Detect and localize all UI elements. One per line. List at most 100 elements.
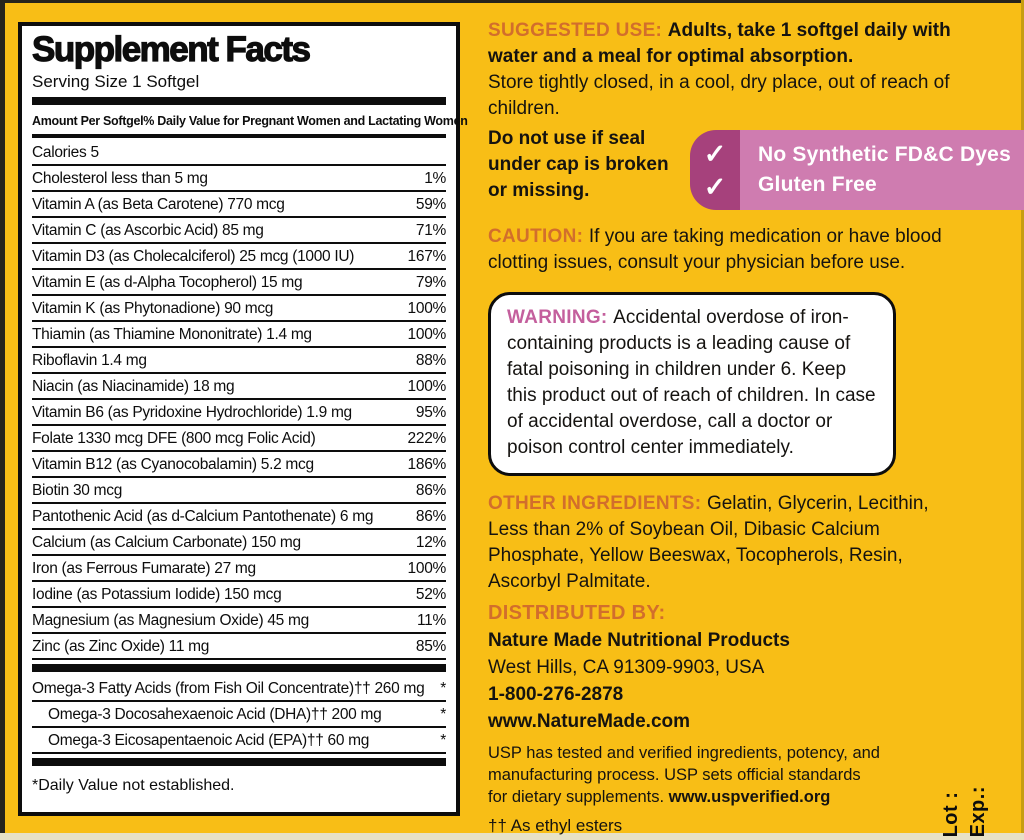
daily-value: * [440,706,446,723]
other-ingredients-heading: OTHER INGREDIENTS: [488,493,707,514]
table-row: Omega-3 Docosahexaenoic Acid (DHA)†† 200… [32,702,446,728]
other-ingredients-text: Gelatin, Glycerin, Lecithin, Less than 2… [488,493,929,592]
daily-value: 86% [415,508,446,525]
photo-edge-bottom [0,833,1024,840]
nutrient-label: Vitamin D3 (as Cholecalciferol) 25 mcg (… [32,248,355,265]
daily-value: 71% [415,222,446,239]
table-row: Iodine (as Potassium Iodide) 150 mcg 52% [32,582,446,608]
table-row: Magnesium (as Magnesium Oxide) 45 mg 11% [32,608,446,634]
usp-statement: USP has tested and verified ingredients,… [488,742,880,837]
table-row: Pantothenic Acid (as d-Calcium Pantothen… [32,504,446,530]
daily-value: 86% [415,482,446,499]
table-row: Cholesterol less than 5 mg 1% [32,166,446,192]
warning-heading: WARNING: [507,307,614,328]
daily-value: 59% [415,196,446,213]
daily-value: 12% [415,534,446,551]
usp-text: USP has tested and verified ingredients,… [488,744,880,806]
warning-text: Accidental overdose of iron-containing p… [507,307,876,458]
nutrient-label: Vitamin A (as Beta Carotene) 770 mcg [32,196,285,213]
table-row: Vitamin E (as d-Alpha Tocopherol) 15 mg 7… [32,270,446,296]
exp-label: Exp.: [967,785,989,837]
table-row: Omega-3 Fatty Acids (from Fish Oil Conce… [32,676,446,702]
nutrient-label: Folate 1330 mcg DFE (800 mcg Folic Acid) [32,430,316,447]
usp-url: www.uspverified.org [668,788,831,806]
nutrient-label: Zinc (as Zinc Oxide) 11 mg [32,638,210,655]
photo-edge-left [0,0,5,840]
daily-value: 167% [407,248,447,265]
table-row: Biotin 30 mcg 86% [32,478,446,504]
section-divider-bar [32,664,446,672]
table-row: Vitamin B6 (as Pyridoxine Hydrochloride)… [32,400,446,426]
nutrient-label: Omega-3 Eicosapentaenoic Acid (EPA)†† 60… [48,732,370,749]
checkmark-icon: ✓ [703,171,727,202]
checkmark-icon: ✓ [703,138,727,169]
divider-bar [32,97,446,105]
nutrient-label: Magnesium (as Magnesium Oxide) 45 mg [32,612,309,629]
storage-text: Store tightly closed, in a cool, dry pla… [488,72,950,119]
usage-info-column: SUGGESTED USE: Adults, take 1 softgel da… [488,18,1024,837]
seal-warning-text: Do not use if seal under cap is broken o… [488,128,669,201]
daily-value: 100% [407,300,447,317]
header-amount: Amount Per Softgel [32,114,144,128]
nutrient-label: Vitamin B12 (as Cyanocobalamin) 5.2 mcg [32,456,314,473]
daily-value: 1% [424,170,446,187]
lot-exp-block: Lot : Exp.: [936,786,994,837]
table-header: Amount Per Softgel % Daily Value for Pre… [32,109,468,134]
daily-value: 100% [407,326,447,343]
daily-value: 100% [407,378,447,395]
website-url: www.NatureMade.com [488,711,691,732]
nutrient-label: Vitamin E (as d-Alpha Tocopherol) 15 mg [32,274,303,291]
nutrient-label: Vitamin K (as Phytonadione) 90 mcg [32,300,274,317]
badge-check-strip: ✓ ✓ [690,130,740,210]
daily-value: * [440,680,446,697]
nutrient-label: Thiamin (as Thiamine Mononitrate) 1.4 mg [32,326,312,343]
nutrient-label: Vitamin B6 (as Pyridoxine Hydrochloride)… [32,404,352,421]
nutrient-label: Biotin 30 mcg [32,482,123,499]
table-row: Niacin (as Niacinamide) 18 mg 100% [32,374,446,400]
phone-number: 1-800-276-2878 [488,684,624,705]
caution-text: If you are taking medication or have blo… [488,226,942,273]
table-row: Iron (as Ferrous Fumarate) 27 mg 100% [32,556,446,582]
nutrient-label: Calories 5 [32,144,99,161]
supplement-facts-panel: Supplement Facts Serving Size 1 Softgel … [18,22,468,816]
daily-value: 79% [415,274,446,291]
distributed-by-heading: DISTRIBUTED BY: [488,602,666,624]
nutrient-label: Cholesterol less than 5 mg [32,170,208,187]
nutrient-label: Niacin (as Niacinamide) 18 mg [32,378,235,395]
company-name: Nature Made Nutritional Products [488,630,790,651]
daily-value: 100% [407,560,447,577]
nutrient-label: Omega-3 Fatty Acids (from Fish Oil Conce… [32,680,425,697]
suggested-use-heading: SUGGESTED USE: [488,20,668,41]
panel-title: Supplement Facts [31,29,311,69]
table-row: Vitamin D3 (as Cholecalciferol) 25 mcg (… [32,244,446,270]
header-daily-value: % Daily Value for Pregnant Women and Lac… [143,114,468,128]
table-row: Zinc (as Zinc Oxide) 11 mg 85% [32,634,446,660]
suggested-use-bold-text: Adults, take 1 softgel daily with water … [488,20,951,67]
table-row: Folate 1330 mcg DFE (800 mcg Folic Acid)… [32,426,446,452]
claim-no-dyes: No Synthetic FD&C Dyes [758,143,1011,166]
daily-value: 11% [417,612,446,629]
table-row: Vitamin K (as Phytonadione) 90 mcg 100% [32,296,446,322]
suggested-use-paragraph: SUGGESTED USE: Adults, take 1 softgel da… [488,18,1024,70]
daily-value: * [440,732,446,749]
daily-value: 186% [407,456,447,473]
daily-value-footnote: *Daily Value not established. [32,777,235,794]
serving-size: Serving Size 1 Softgel [32,72,200,91]
ethyl-esters-footnote: †† As ethyl esters [488,816,623,835]
nutrient-label: Iodine (as Potassium Iodide) 150 mcg [32,586,282,603]
table-row: Riboflavin 1.4 mg 88% [32,348,446,374]
table-row: Calories 5 [32,140,446,166]
caution-heading: CAUTION: [488,226,589,247]
claims-badge: ✓ ✓ No Synthetic FD&C Dyes Gluten Free [690,130,1024,210]
lot-label: Lot : [940,791,962,837]
caution-paragraph: CAUTION: If you are taking medication or… [488,224,1024,276]
nutrient-label: Iron (as Ferrous Fumarate) 27 mg [32,560,256,577]
footer-row: USP has tested and verified ingredients,… [488,742,1024,837]
nutrient-label: Riboflavin 1.4 mg [32,352,147,369]
claim-gluten-free: Gluten Free [758,173,877,196]
company-address: West Hills, CA 91309-9903, USA [488,657,765,678]
divider-bar [32,134,446,138]
daily-value: 222% [407,430,447,447]
daily-value: 88% [415,352,446,369]
